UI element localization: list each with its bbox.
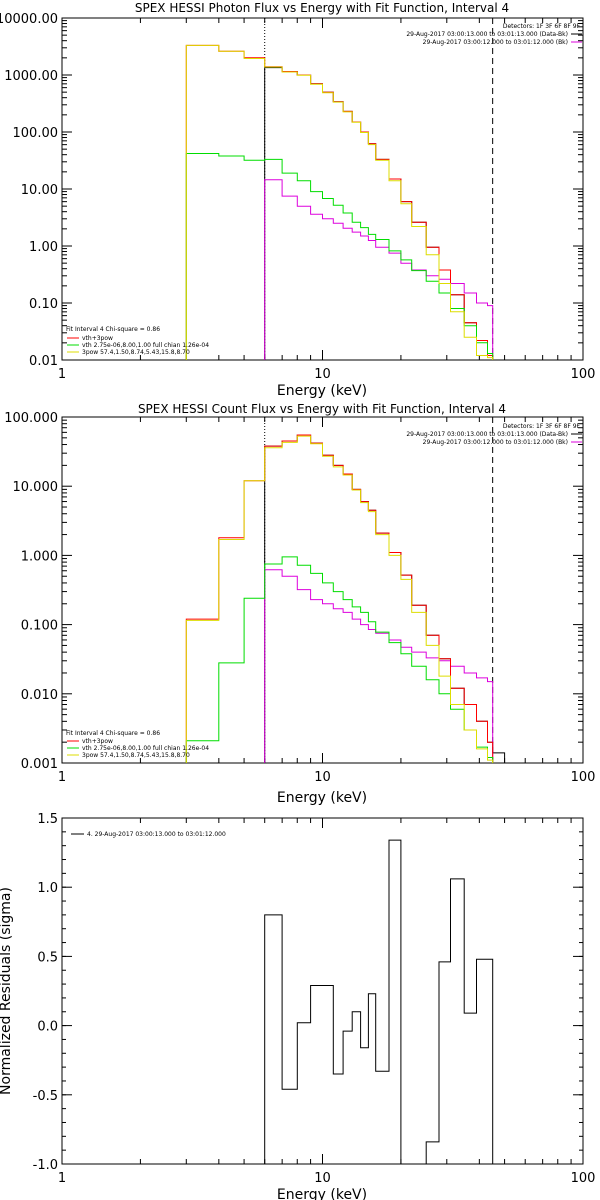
fit-vth-label: vth 2.75e-06,8.00,1.00 full chian 1.26e-… [82, 745, 209, 752]
fit-interval-label: Fit Interval 4 Chi-square = 0.86 [66, 730, 160, 737]
x-tick-label: 1 [58, 1171, 66, 1186]
y-tick-label: 100.000 [4, 411, 58, 426]
y-tick-label: 0.01 [29, 354, 58, 369]
residuals-frame [61, 817, 584, 1165]
y-tick-label: 0.010 [21, 688, 58, 703]
series-3pow [185, 44, 494, 360]
y-tick-label: 1.0 [37, 881, 58, 896]
fit-interval-label: Fit Interval 4 Chi-square = 0.86 [66, 326, 160, 333]
count-flux-panel: SPEX HESSI Count Flux vs Energy with Fit… [4, 402, 595, 806]
x-tick-label: 1 [58, 770, 66, 785]
y-tick-label: 10.00 [21, 183, 58, 198]
x-tick-label: 100 [571, 1171, 596, 1186]
x-tick-label: 10 [314, 367, 331, 382]
series-vth [185, 153, 494, 360]
fit-total-label: vth+3pow [82, 335, 113, 342]
y-tick-label: -1.0 [33, 1158, 58, 1173]
photon-flux-fit-legend: Fit Interval 4 Chi-square = 0.86 vth+3po… [66, 326, 209, 356]
series-vth-3pow [185, 434, 494, 763]
series-3pow [185, 435, 494, 763]
count-flux-xlabel: Energy (keV) [277, 790, 367, 806]
photon-flux-xlabel: Energy (keV) [277, 383, 367, 399]
y-tick-label: 0.100 [21, 619, 58, 634]
residuals-legend-label: 4. 29-Aug-2017 03:00:13.000 to 03:01:12.… [87, 831, 226, 838]
y-tick-label: 10000.00 [0, 12, 58, 27]
count-flux-fit-legend: Fit Interval 4 Chi-square = 0.86 vth+3po… [66, 730, 209, 759]
residuals-ylabel: Normalized Residuals (sigma) [0, 887, 14, 1095]
series-bk [264, 179, 494, 360]
y-tick-label: 0.001 [21, 757, 58, 772]
detectors-line: Detectors: 1F 3F 6F 8F 9F [503, 423, 581, 430]
photon-flux-detectors: Detectors: 1F 3F 6F 8F 9F 29-Aug-2017 03… [406, 23, 582, 46]
y-tick-label: 1.00 [29, 240, 58, 255]
residuals-marks [264, 839, 494, 1165]
fit-total-label: vth+3pow [82, 738, 113, 745]
bk-interval-line: 29-Aug-2017 03:00:12.000 to 03:01:12.000… [423, 39, 568, 46]
y-tick-label: 0.0 [37, 1020, 58, 1035]
y-tick-label: 10.000 [13, 480, 59, 495]
residuals-ticks: 1 10 100 -1.0 -0.5 0.0 0.5 1.0 1.5 [33, 812, 596, 1186]
count-flux-marks [185, 417, 506, 763]
y-tick-label: 0.5 [37, 950, 58, 965]
photon-flux-marks [185, 18, 494, 360]
x-tick-label: 10 [314, 1171, 331, 1186]
residuals-legend: 4. 29-Aug-2017 03:00:13.000 to 03:01:12.… [71, 831, 226, 838]
y-tick-label: 100.00 [13, 126, 59, 141]
y-tick-label: 1.5 [37, 812, 58, 827]
y-tick-label: 1.000 [21, 549, 58, 564]
photon-flux-frame [61, 17, 584, 361]
y-tick-label: 1000.00 [4, 69, 58, 84]
y-tick-label: 0.10 [29, 297, 58, 312]
fit-3pow-label: 3pow 57.4,1.50,8.74,5.43,15.8,8.70 [82, 349, 190, 356]
series-data-bk [264, 434, 506, 763]
count-flux-frame [61, 416, 584, 764]
data-interval-line: 29-Aug-2017 03:00:13.000 to 03:01:13.000… [406, 31, 568, 38]
x-tick-label: 10 [314, 770, 331, 785]
count-flux-title: SPEX HESSI Count Flux vs Energy with Fit… [138, 402, 506, 416]
residuals-panel: 1 10 100-1.0-0.50.00.51.01.5 Energy (keV) … [0, 812, 595, 1200]
fit-3pow-label: 3pow 57.4,1.50,8.74,5.43,15.8,8.70 [82, 752, 190, 759]
data-interval-line: 29-Aug-2017 03:00:13.000 to 03:01:13.000… [406, 431, 568, 438]
y-tick-label: -0.5 [33, 1089, 58, 1104]
photon-flux-ticks: 1 10 100 0.01 0.10 1.00 10.00 100.00 1000.00 1000… [0, 12, 595, 382]
bk-interval-line: 29-Aug-2017 03:00:12.000 to 03:01:12.000… [423, 439, 568, 446]
series-vth [185, 556, 494, 763]
series-bk [264, 569, 494, 763]
count-flux-ticks: 1 10 100 0.001 0.010 0.100 1.000 10.000 100.000 [4, 411, 595, 785]
series-vth-3pow [185, 44, 494, 360]
count-flux-detectors: Detectors: 1F 3F 6F 8F 9F 29-Aug-2017 03… [406, 423, 582, 446]
series-data-bk [264, 67, 494, 360]
fit-vth-label: vth 2.75e-06,8.00,1.00 full chian 1.26e-… [82, 342, 209, 349]
detectors-line: Detectors: 1F 3F 6F 8F 9F [503, 23, 581, 30]
x-tick-label: 100 [571, 770, 596, 785]
residuals-xlabel: Energy (keV) [277, 1187, 367, 1200]
x-tick-label: 1 [58, 367, 66, 382]
series-4-29-aug-2017-03-00-13-000-to-03-01-12-000 [264, 839, 494, 1165]
x-tick-label: 100 [571, 367, 596, 382]
photon-flux-panel: SPEX HESSI Photon Flux vs Energy with Fi… [0, 1, 595, 399]
photon-flux-title: SPEX HESSI Photon Flux vs Energy with Fi… [135, 1, 509, 15]
